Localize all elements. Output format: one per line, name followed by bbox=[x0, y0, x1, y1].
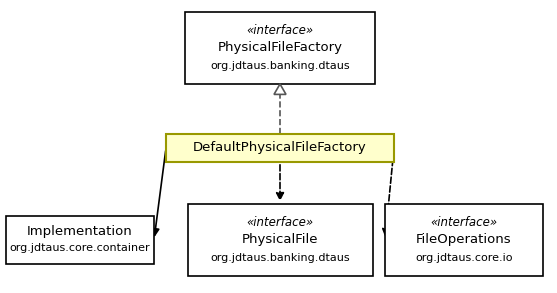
Bar bbox=[188, 204, 373, 276]
Text: org.jdtaus.banking.dtaus: org.jdtaus.banking.dtaus bbox=[210, 253, 350, 263]
Text: org.jdtaus.core.container: org.jdtaus.core.container bbox=[9, 243, 150, 253]
Bar bbox=[166, 134, 394, 162]
Text: PhysicalFile: PhysicalFile bbox=[242, 234, 318, 246]
Text: «interface»: «interface» bbox=[431, 215, 497, 229]
Bar bbox=[6, 216, 154, 264]
Text: FileOperations: FileOperations bbox=[416, 234, 512, 246]
Text: org.jdtaus.core.io: org.jdtaus.core.io bbox=[416, 253, 513, 263]
Text: Implementation: Implementation bbox=[27, 226, 133, 239]
Bar bbox=[185, 12, 375, 84]
Text: «interface»: «interface» bbox=[246, 23, 314, 37]
Text: «interface»: «interface» bbox=[246, 215, 314, 229]
Text: PhysicalFileFactory: PhysicalFileFactory bbox=[217, 42, 343, 54]
Text: DefaultPhysicalFileFactory: DefaultPhysicalFileFactory bbox=[193, 142, 367, 154]
Bar bbox=[385, 204, 543, 276]
Polygon shape bbox=[274, 84, 286, 94]
Text: org.jdtaus.banking.dtaus: org.jdtaus.banking.dtaus bbox=[210, 61, 350, 71]
